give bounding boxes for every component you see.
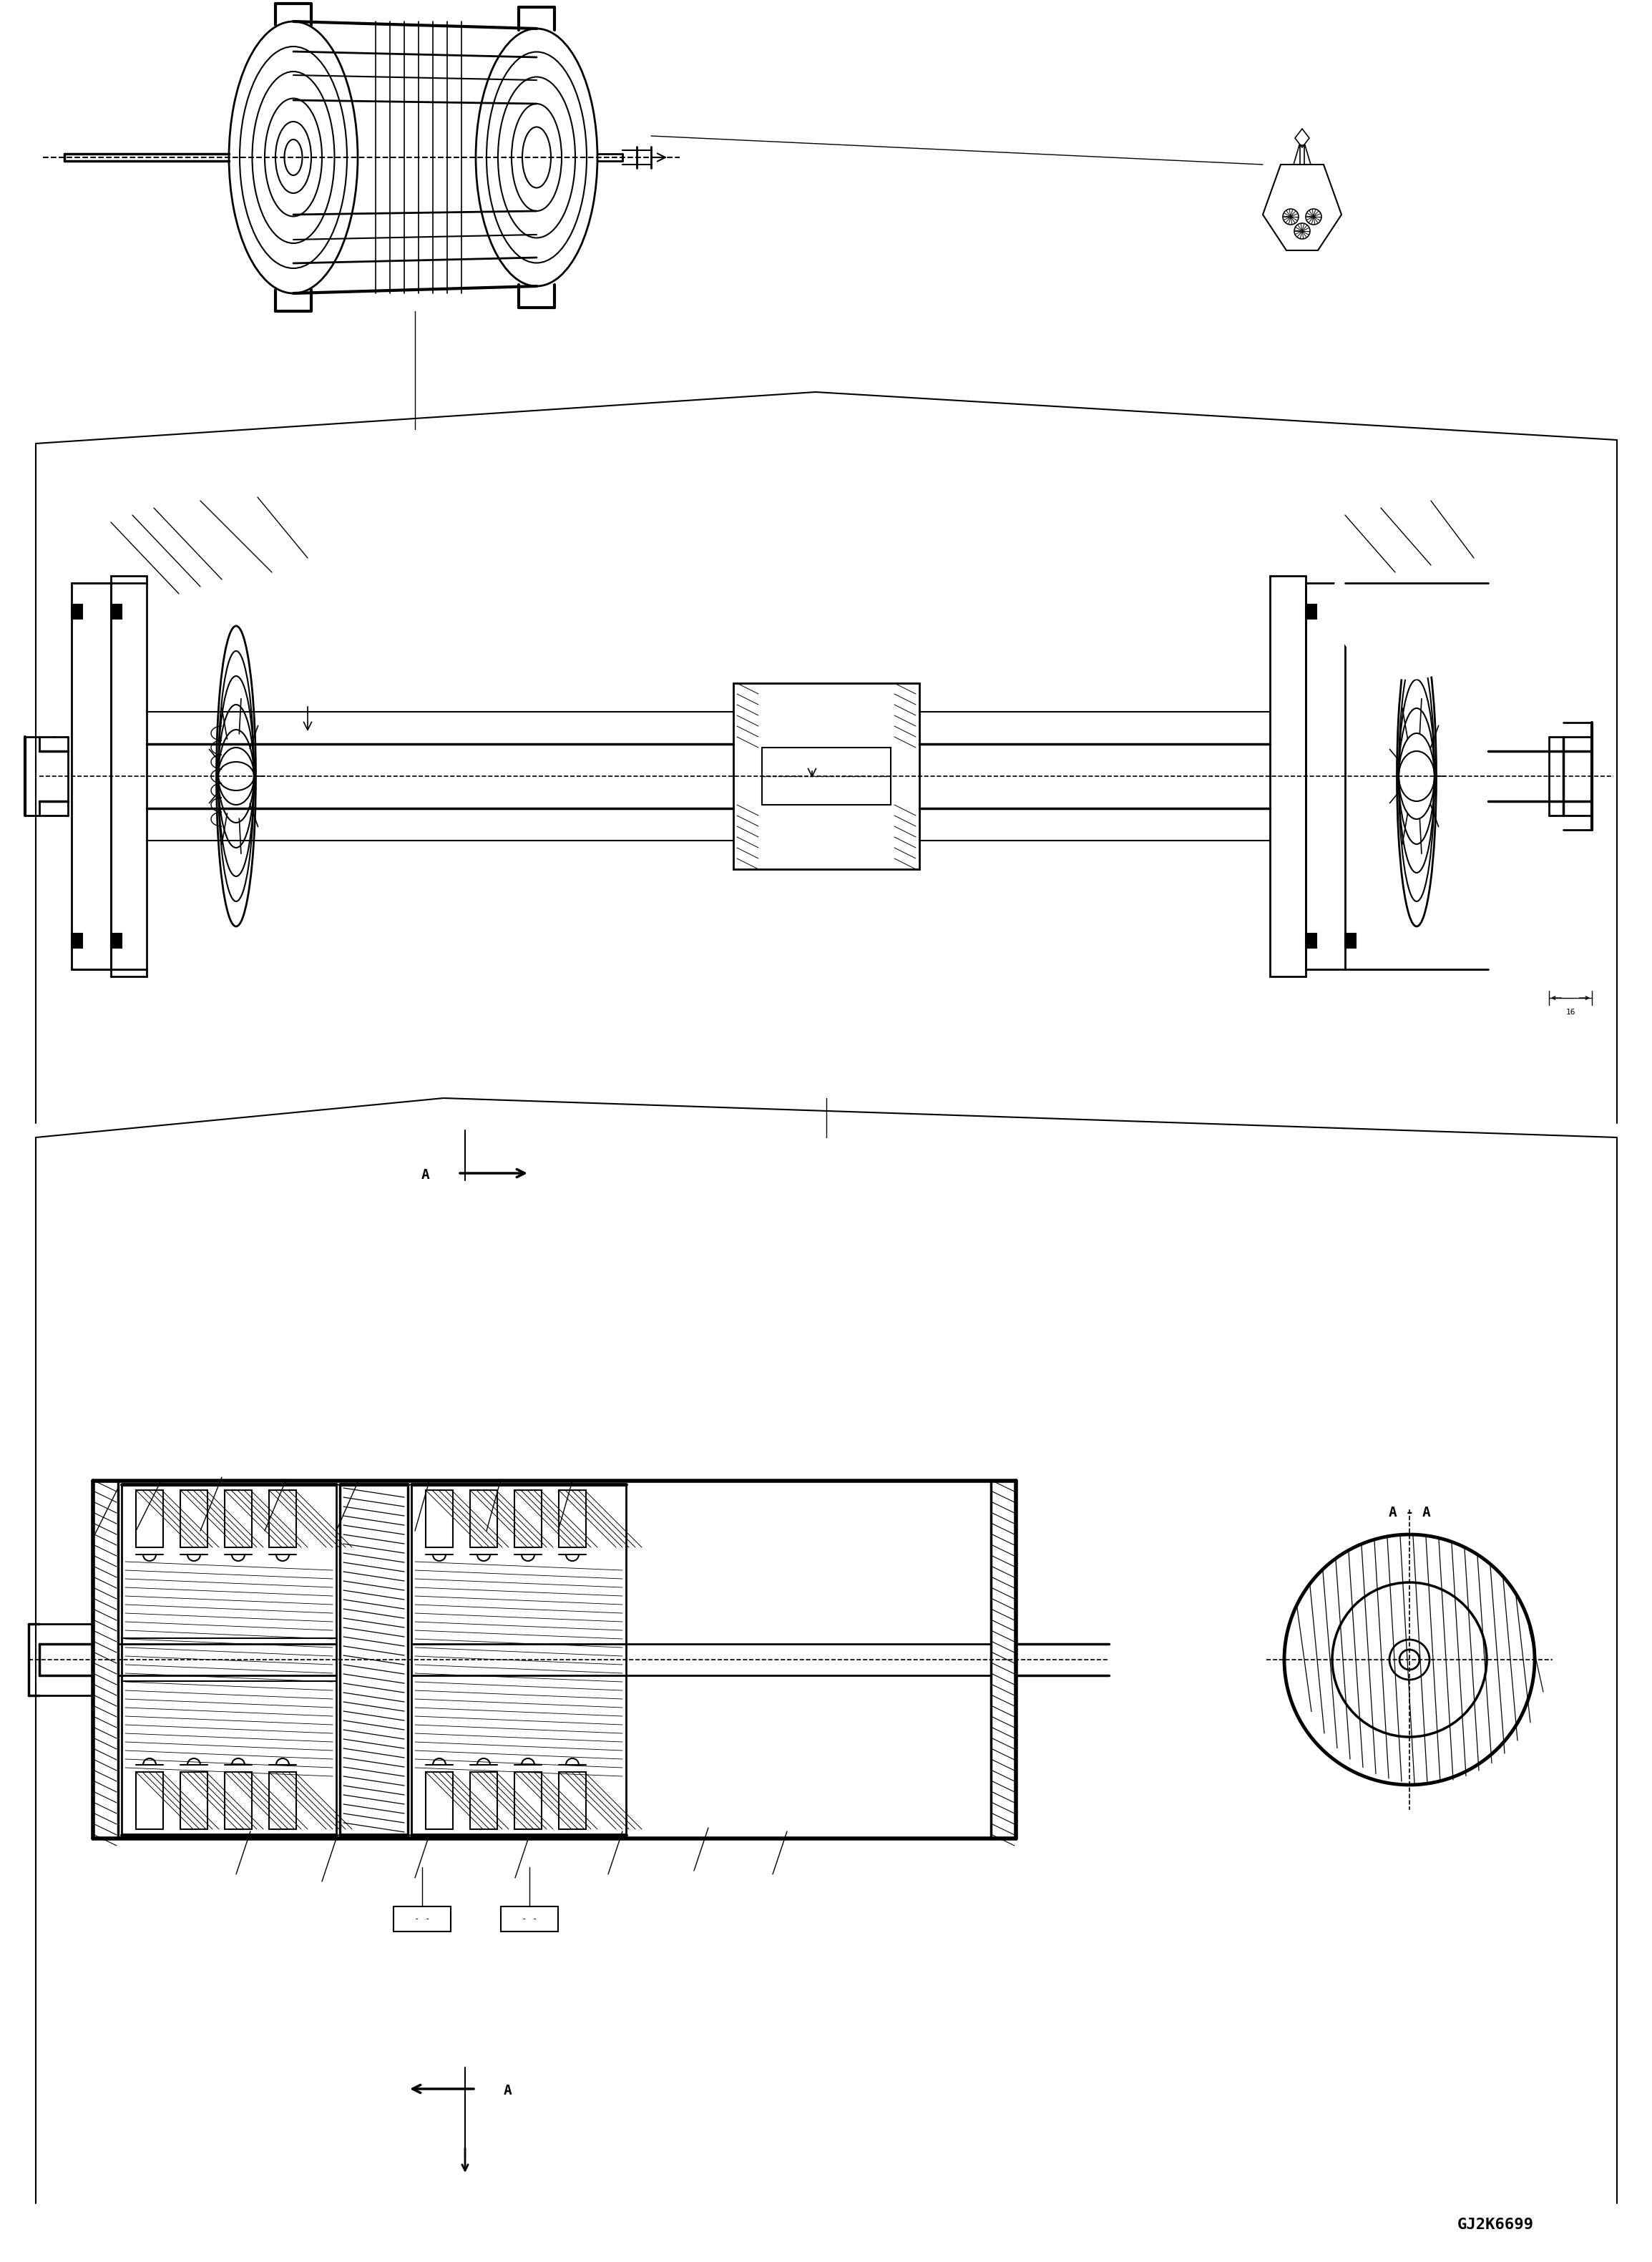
Bar	[1305, 934, 1317, 948]
Bar	[111, 604, 122, 620]
Circle shape	[1389, 1640, 1429, 1681]
Text: A: A	[504, 2083, 512, 2097]
Bar	[426, 1491, 453, 1547]
Bar	[762, 746, 890, 805]
Bar	[471, 1771, 497, 1830]
Text: - -: - -	[522, 1914, 537, 1925]
Text: 16: 16	[1566, 1009, 1576, 1016]
Bar	[1345, 604, 1356, 620]
Bar	[1305, 604, 1317, 620]
Bar	[471, 1491, 497, 1547]
Bar	[393, 1907, 451, 1932]
Bar	[514, 1491, 542, 1547]
Text: A: A	[421, 1167, 430, 1181]
Bar	[71, 604, 83, 620]
Bar	[111, 577, 147, 977]
Bar	[225, 1491, 251, 1547]
Bar	[71, 934, 83, 948]
Bar	[269, 1771, 296, 1830]
Text: - -: - -	[415, 1914, 430, 1925]
Bar	[558, 1771, 586, 1830]
Text: A - A: A - A	[1388, 1506, 1431, 1520]
Bar	[514, 1771, 542, 1830]
Bar	[111, 934, 122, 948]
Bar	[71, 584, 111, 970]
Bar	[501, 1907, 558, 1932]
Bar	[135, 1491, 164, 1547]
Bar	[269, 1491, 296, 1547]
Bar	[180, 1491, 208, 1547]
Polygon shape	[1332, 525, 1487, 679]
Bar	[733, 683, 920, 869]
Text: GJ2K6699: GJ2K6699	[1457, 2217, 1533, 2233]
Bar	[558, 1491, 586, 1547]
Bar	[1345, 934, 1356, 948]
Bar	[1305, 584, 1345, 970]
Bar	[1270, 577, 1305, 977]
Bar	[135, 1771, 164, 1830]
Bar	[225, 1771, 251, 1830]
Bar	[180, 1771, 208, 1830]
Bar	[426, 1771, 453, 1830]
